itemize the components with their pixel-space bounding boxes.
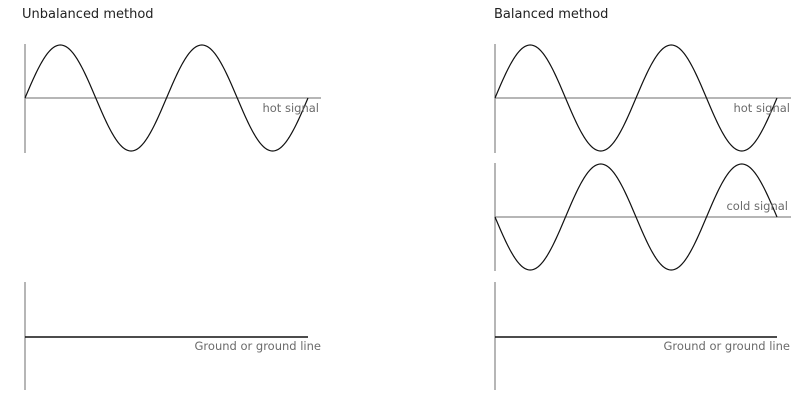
balanced-hot-wave — [494, 44, 778, 152]
balanced-ground-label: Ground or ground line — [664, 339, 790, 353]
unbalanced-ground-group: Ground or ground line — [24, 282, 321, 390]
balanced-hot-signal-group: hot signal — [494, 44, 791, 153]
balanced-cold-wave — [494, 163, 778, 271]
balanced-cold-signal-group: cold signal — [494, 163, 791, 271]
unbalanced-hot-wave — [24, 44, 309, 152]
balanced-hot-label: hot signal — [733, 101, 790, 115]
unbalanced-ground-label: Ground or ground line — [195, 339, 321, 353]
balanced-cold-label: cold signal — [726, 199, 788, 213]
balanced-title: Balanced method — [494, 7, 609, 22]
unbalanced-hot-signal-group: hot signal — [24, 44, 321, 153]
balanced-ground-group: Ground or ground line — [494, 282, 790, 390]
unbalanced-hot-label: hot signal — [262, 101, 319, 115]
unbalanced-title: Unbalanced method — [22, 7, 154, 22]
